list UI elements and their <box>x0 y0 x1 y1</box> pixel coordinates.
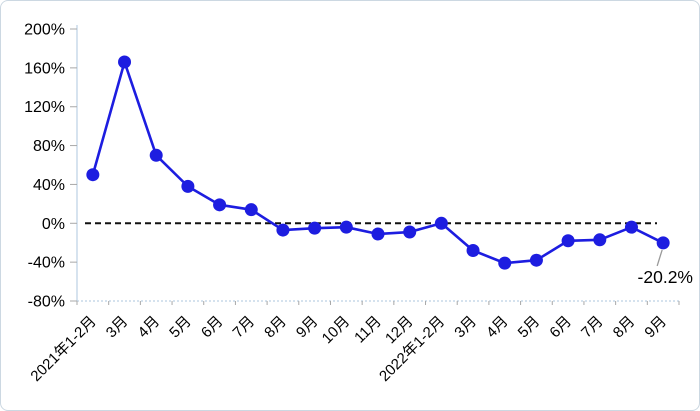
x-axis-tick-label: 8月 <box>610 313 639 342</box>
x-axis-tick-label: 6月 <box>198 313 227 342</box>
x-axis-tick-label: 3月 <box>103 313 132 342</box>
x-axis-tick-label: 5月 <box>166 313 195 342</box>
y-axis-tick-label: -80% <box>28 294 65 311</box>
y-axis-tick-label: 120% <box>24 99 65 116</box>
data-point-marker <box>118 55 132 69</box>
x-axis-tick-label: 6月 <box>546 313 575 342</box>
y-axis-tick-label: 200% <box>24 22 65 39</box>
data-point-marker <box>371 227 385 241</box>
x-axis-tick-label: 9月 <box>641 313 670 342</box>
y-axis-tick-label: -40% <box>28 255 65 272</box>
data-point-marker <box>656 236 670 250</box>
data-point-marker <box>308 221 322 235</box>
x-axis-tick-label: 4月 <box>483 313 512 342</box>
x-axis-tick-label: 9月 <box>293 313 322 342</box>
annotation-leader-line <box>656 249 663 267</box>
data-point-marker <box>561 234 575 248</box>
x-axis-tick-label: 11月 <box>351 313 385 347</box>
data-point-marker <box>339 220 353 234</box>
data-point-marker <box>434 216 448 230</box>
y-axis-tick-label: 160% <box>24 60 65 77</box>
x-axis-tick-label: 2021年1-2月 <box>28 313 100 385</box>
y-axis-tick-label: 0% <box>42 216 65 233</box>
y-axis-tick-label: 80% <box>33 138 65 155</box>
x-axis-tick-label: 8月 <box>261 313 290 342</box>
data-point-marker <box>213 198 227 212</box>
data-point-marker <box>498 256 512 270</box>
data-point-marker <box>244 203 258 217</box>
data-point-marker <box>403 225 417 239</box>
data-point-marker <box>86 168 100 182</box>
annotation-label: -20.2% <box>638 267 693 287</box>
x-axis-tick-label: 10月 <box>319 313 353 347</box>
data-point-marker <box>181 179 195 193</box>
data-point-marker <box>466 243 480 257</box>
data-point-marker <box>149 148 163 162</box>
y-axis-tick-label: 40% <box>33 177 65 194</box>
x-axis-tick-label: 4月 <box>135 313 164 342</box>
data-point-marker <box>593 233 607 247</box>
data-point-marker <box>276 223 290 237</box>
x-axis-tick-label: 7月 <box>230 313 259 342</box>
data-point-marker <box>529 253 543 267</box>
x-axis-tick-label: 5月 <box>515 313 544 342</box>
x-axis-tick-label: 7月 <box>578 313 607 342</box>
data-point-marker <box>624 220 638 234</box>
x-axis-tick-label: 3月 <box>451 313 480 342</box>
